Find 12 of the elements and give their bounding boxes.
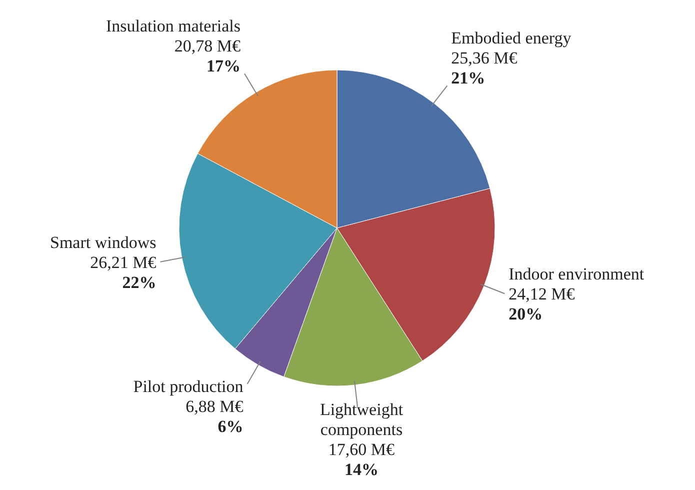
data-label: 25,36 M€ 21%	[451, 48, 518, 88]
slice-label: Embodied energy	[451, 28, 572, 48]
data-label: 6,88 M€ 6%	[186, 397, 244, 436]
data-label: 24,12 M€ 20%	[508, 284, 576, 324]
slice-label: Smart windows	[50, 232, 156, 252]
slice-label: Pilot production	[133, 377, 244, 396]
data-label: 26,21 M€ 22%	[90, 252, 157, 292]
data-label: 20,78 M€ 17%	[174, 36, 241, 76]
slice-label: Insulation materials	[106, 16, 240, 36]
data-label: 17,60 M€ 14%	[328, 440, 396, 479]
slice-label: Lightweight components	[320, 400, 404, 439]
slice-label: Indoor environment	[508, 264, 644, 284]
